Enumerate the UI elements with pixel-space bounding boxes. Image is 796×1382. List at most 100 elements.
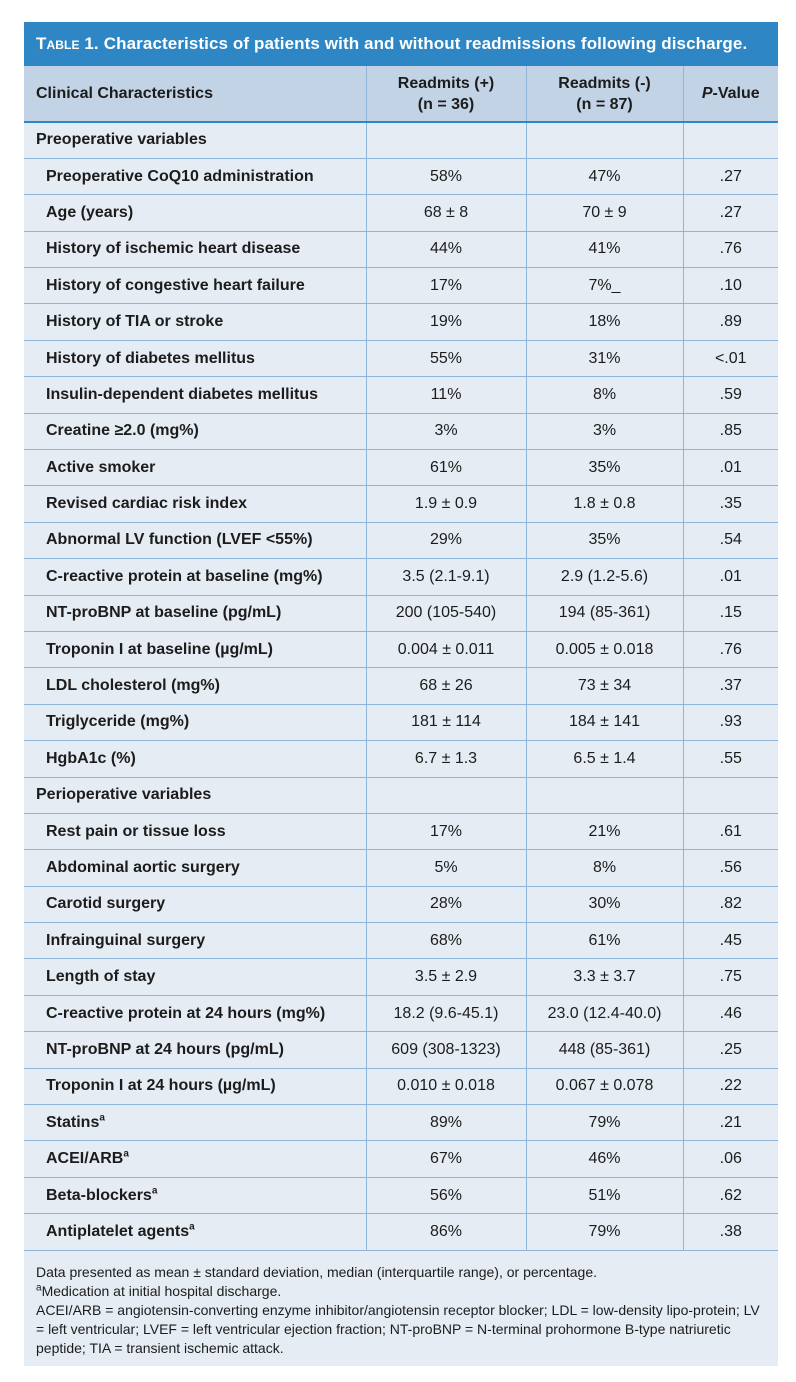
cell-readmits-positive: 3.5 ± 2.9	[366, 958, 527, 996]
table-title-lead: Table 1.	[36, 34, 99, 53]
cell-readmits-negative: 194 (85-361)	[526, 595, 684, 632]
section-empty-cell	[683, 777, 778, 814]
row-label-text: Antiplatelet agents	[46, 1222, 190, 1240]
row-label: History of diabetes mellitus	[24, 340, 367, 378]
table-title-text: Characteristics of patients with and wit…	[103, 34, 748, 53]
cell-p-value: .62	[683, 1177, 778, 1215]
cell-readmits-positive: 68 ± 26	[366, 667, 527, 705]
table-row: HgbA1c (%) 6.7 ± 1.3 6.5 ± 1.4.55	[24, 740, 778, 778]
row-label-text: NT-proBNP at baseline (pg/mL)	[46, 604, 282, 622]
row-footnote-marker: a	[189, 1221, 195, 1233]
row-label: Preoperative CoQ10 administration	[24, 158, 367, 196]
cell-readmits-negative: 0.067 ± 0.078	[526, 1068, 684, 1106]
row-label: Troponin I at baseline (µg/mL)	[24, 631, 367, 669]
cell-readmits-positive: 1.9 ± 0.9	[366, 485, 527, 523]
cell-readmits-negative: 70 ± 9	[526, 194, 684, 232]
row-label-text: History of congestive heart failure	[46, 276, 305, 294]
footnote-marker: a	[36, 1281, 42, 1293]
cell-readmits-positive: 61%	[366, 449, 527, 487]
cell-p-value: .27	[683, 158, 778, 196]
row-label: LDL cholesterol (mg%)	[24, 667, 367, 705]
table-row: Infrainguinal surgery 68% 61% .45	[24, 922, 778, 960]
row-label-text: Statins	[46, 1113, 100, 1131]
table-row: LDL cholesterol (mg%) 68 ± 26 73 ± 34.37	[24, 667, 778, 705]
section-empty-cell	[683, 122, 778, 159]
table-row: NT-proBNP at baseline (pg/mL) 200 (105-54…	[24, 595, 778, 632]
cell-readmits-negative: 8%	[526, 849, 684, 887]
cell-readmits-negative: 3.3 ± 3.7	[526, 958, 684, 996]
cell-readmits-positive: 58%	[366, 158, 527, 196]
cell-readmits-positive: 0.010 ± 0.018	[366, 1068, 527, 1106]
row-label: History of TIA or stroke	[24, 303, 367, 341]
table-row: Troponin I at 24 hours (µg/mL) 0.010 ± 0.…	[24, 1068, 778, 1106]
row-label: NT-proBNP at 24 hours (pg/mL)	[24, 1031, 367, 1069]
cell-p-value: .59	[683, 376, 778, 414]
cell-p-value: .25	[683, 1031, 778, 1069]
header-row: Clinical Characteristics Readmits (+) (n…	[24, 66, 778, 123]
table-row: History of ischemic heart disease 44% 41%.…	[24, 231, 778, 269]
row-label: Infrainguinal surgery	[24, 922, 367, 960]
cell-readmits-positive: 56%	[366, 1177, 527, 1215]
footnote-data-note: Data presented as mean ± standard deviat…	[36, 1263, 598, 1280]
cell-readmits-positive: 55%	[366, 340, 527, 378]
row-label-text: Beta-blockers	[46, 1186, 152, 1204]
header-readmits-negative-line1: Readmits (-)	[558, 74, 651, 92]
cell-p-value: .76	[683, 231, 778, 269]
cell-readmits-negative: 6.5 ± 1.4	[526, 740, 684, 778]
row-label-text: Carotid surgery	[46, 895, 166, 913]
row-label: Rest pain or tissue loss	[24, 813, 367, 851]
table-title: Table 1. Characteristics of patients wit…	[24, 22, 778, 66]
cell-readmits-negative: 2.9 (1.2-5.6)	[526, 558, 684, 596]
row-label-text: Preoperative CoQ10 administration	[46, 167, 314, 185]
cell-readmits-positive: 609 (308-1323)	[366, 1031, 527, 1069]
cell-p-value: <.01	[683, 340, 778, 378]
cell-readmits-positive: 19%	[366, 303, 527, 341]
cell-p-value: .01	[683, 558, 778, 596]
cell-p-value: .10	[683, 267, 778, 305]
cell-readmits-positive: 18.2 (9.6-45.1)	[366, 995, 527, 1033]
section-empty-cell	[366, 777, 527, 814]
cell-readmits-positive: 67%	[366, 1140, 527, 1178]
header-readmits-positive: Readmits (+) (n = 36)	[366, 66, 527, 123]
row-label: C-reactive protein at 24 hours (mg%)	[24, 995, 367, 1033]
table-frame: Table 1. Characteristics of patients wit…	[24, 22, 778, 1366]
table-row: Revised cardiac risk index 1.9 ± 0.9 1.8 ±…	[24, 485, 778, 523]
row-label: Abnormal LV function (LVEF <55%)	[24, 522, 367, 560]
row-label-text: Length of stay	[46, 968, 156, 986]
table-row: Carotid surgery 28% 30% .82	[24, 886, 778, 924]
header-readmits-positive-line1: Readmits (+)	[397, 74, 495, 92]
section-empty-cell	[366, 122, 527, 159]
cell-readmits-negative: 73 ± 34	[526, 667, 684, 705]
cell-readmits-negative: 46%	[526, 1140, 684, 1178]
row-label: Abdominal aortic surgery	[24, 849, 367, 887]
table-row: History of TIA or stroke 19% 18% .89	[24, 303, 778, 341]
section-empty-cell	[526, 122, 684, 159]
header-readmits-negative: Readmits (-) (n = 87)	[526, 66, 684, 123]
cell-readmits-negative: 30%	[526, 886, 684, 924]
cell-readmits-positive: 89%	[366, 1104, 527, 1142]
row-label-text: History of diabetes mellitus	[46, 349, 255, 367]
row-label: NT-proBNP at baseline (pg/mL)	[24, 595, 367, 632]
table-row: History of diabetes mellitus 55% 31% <.01	[24, 340, 778, 378]
cell-readmits-positive: 181 ± 114	[366, 704, 527, 742]
cell-readmits-negative: 1.8 ± 0.8	[526, 485, 684, 523]
cell-readmits-negative: 448 (85-361)	[526, 1031, 684, 1069]
header-p-italic: P	[701, 85, 713, 102]
row-label-text: C-reactive protein at baseline (mg%)	[46, 567, 323, 585]
row-footnote-marker: a	[99, 1112, 105, 1124]
row-label: History of congestive heart failure	[24, 267, 367, 305]
cell-p-value: .54	[683, 522, 778, 560]
row-label: Troponin I at 24 hours (µg/mL)	[24, 1068, 367, 1106]
cell-readmits-negative: 8%	[526, 376, 684, 414]
header-p-value: P-Value	[683, 66, 778, 123]
cell-p-value: .46	[683, 995, 778, 1033]
row-label-text: Abnormal LV function (LVEF <55%)	[46, 531, 313, 549]
cell-p-value: .38	[683, 1213, 778, 1251]
row-label-text: History of ischemic heart disease	[46, 240, 301, 258]
cell-readmits-negative: 51%	[526, 1177, 684, 1215]
row-label: Triglyceride (mg%)	[24, 704, 367, 742]
cell-p-value: .75	[683, 958, 778, 996]
table-row: Preoperative CoQ10 administration 58% 47%.…	[24, 158, 778, 196]
cell-p-value: .89	[683, 303, 778, 341]
table-row: Rest pain or tissue loss 17% 21% .61	[24, 813, 778, 851]
